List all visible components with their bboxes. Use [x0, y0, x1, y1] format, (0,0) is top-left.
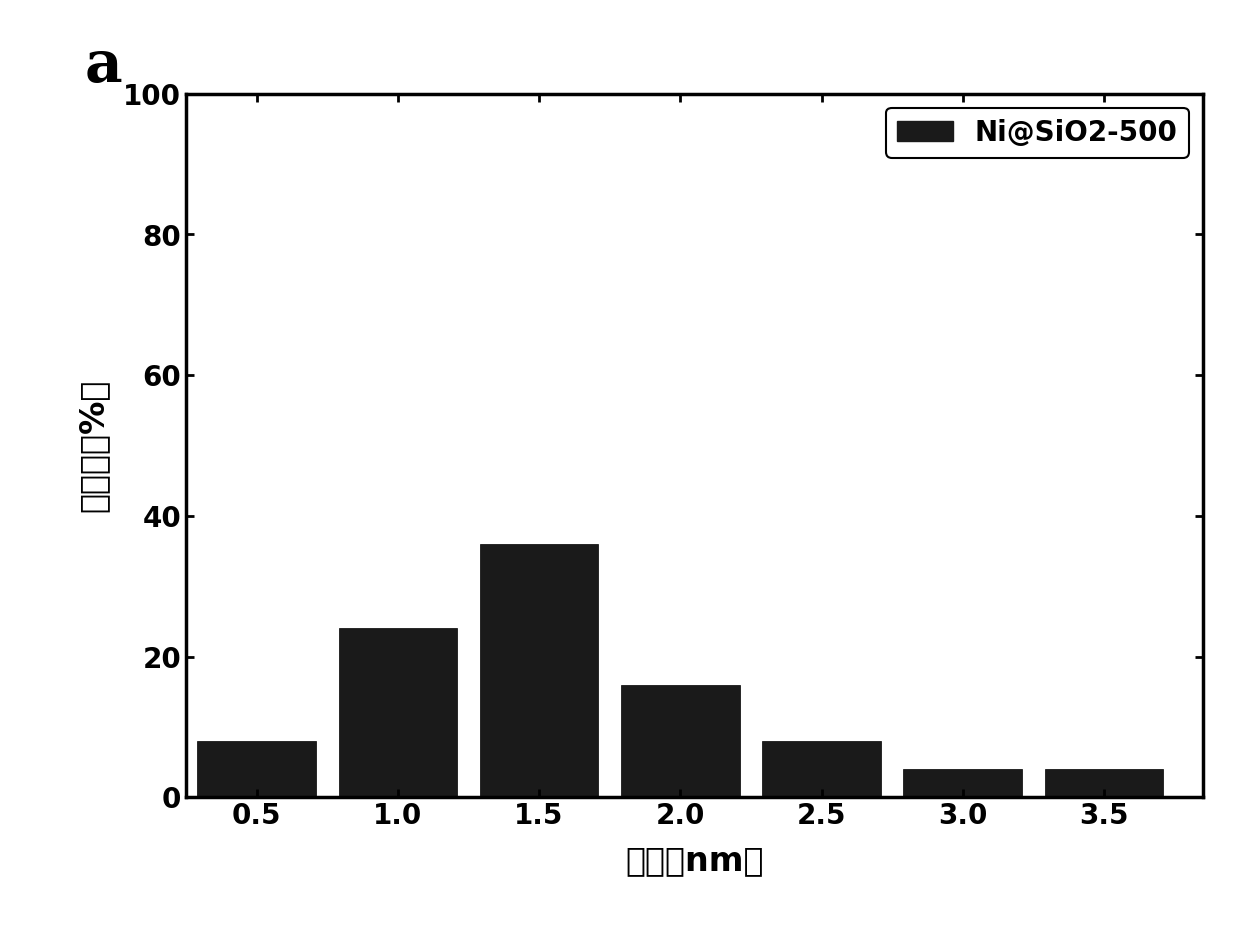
Bar	[621, 685, 739, 797]
X-axis label: 粒径（nm）: 粒径（nm）	[625, 844, 764, 877]
Bar	[480, 544, 599, 797]
Bar	[197, 741, 316, 797]
Legend: Ni@SiO2-500: Ni@SiO2-500	[887, 108, 1189, 158]
Bar	[339, 628, 458, 797]
Bar	[763, 741, 880, 797]
Y-axis label: 百分比（%）: 百分比（%）	[76, 379, 109, 512]
Bar	[904, 769, 1022, 797]
Bar	[1044, 769, 1163, 797]
Text: a: a	[84, 38, 122, 94]
